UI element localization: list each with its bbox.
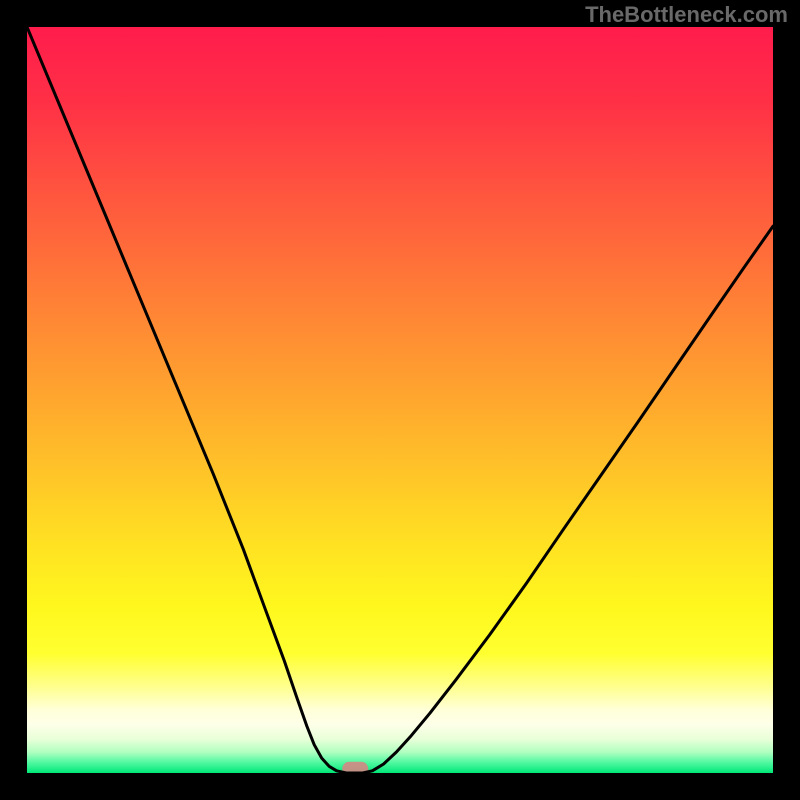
chart-container: TheBottleneck.com xyxy=(0,0,800,800)
plot-background xyxy=(27,27,773,773)
watermark-text: TheBottleneck.com xyxy=(585,2,788,28)
chart-svg xyxy=(0,0,800,800)
